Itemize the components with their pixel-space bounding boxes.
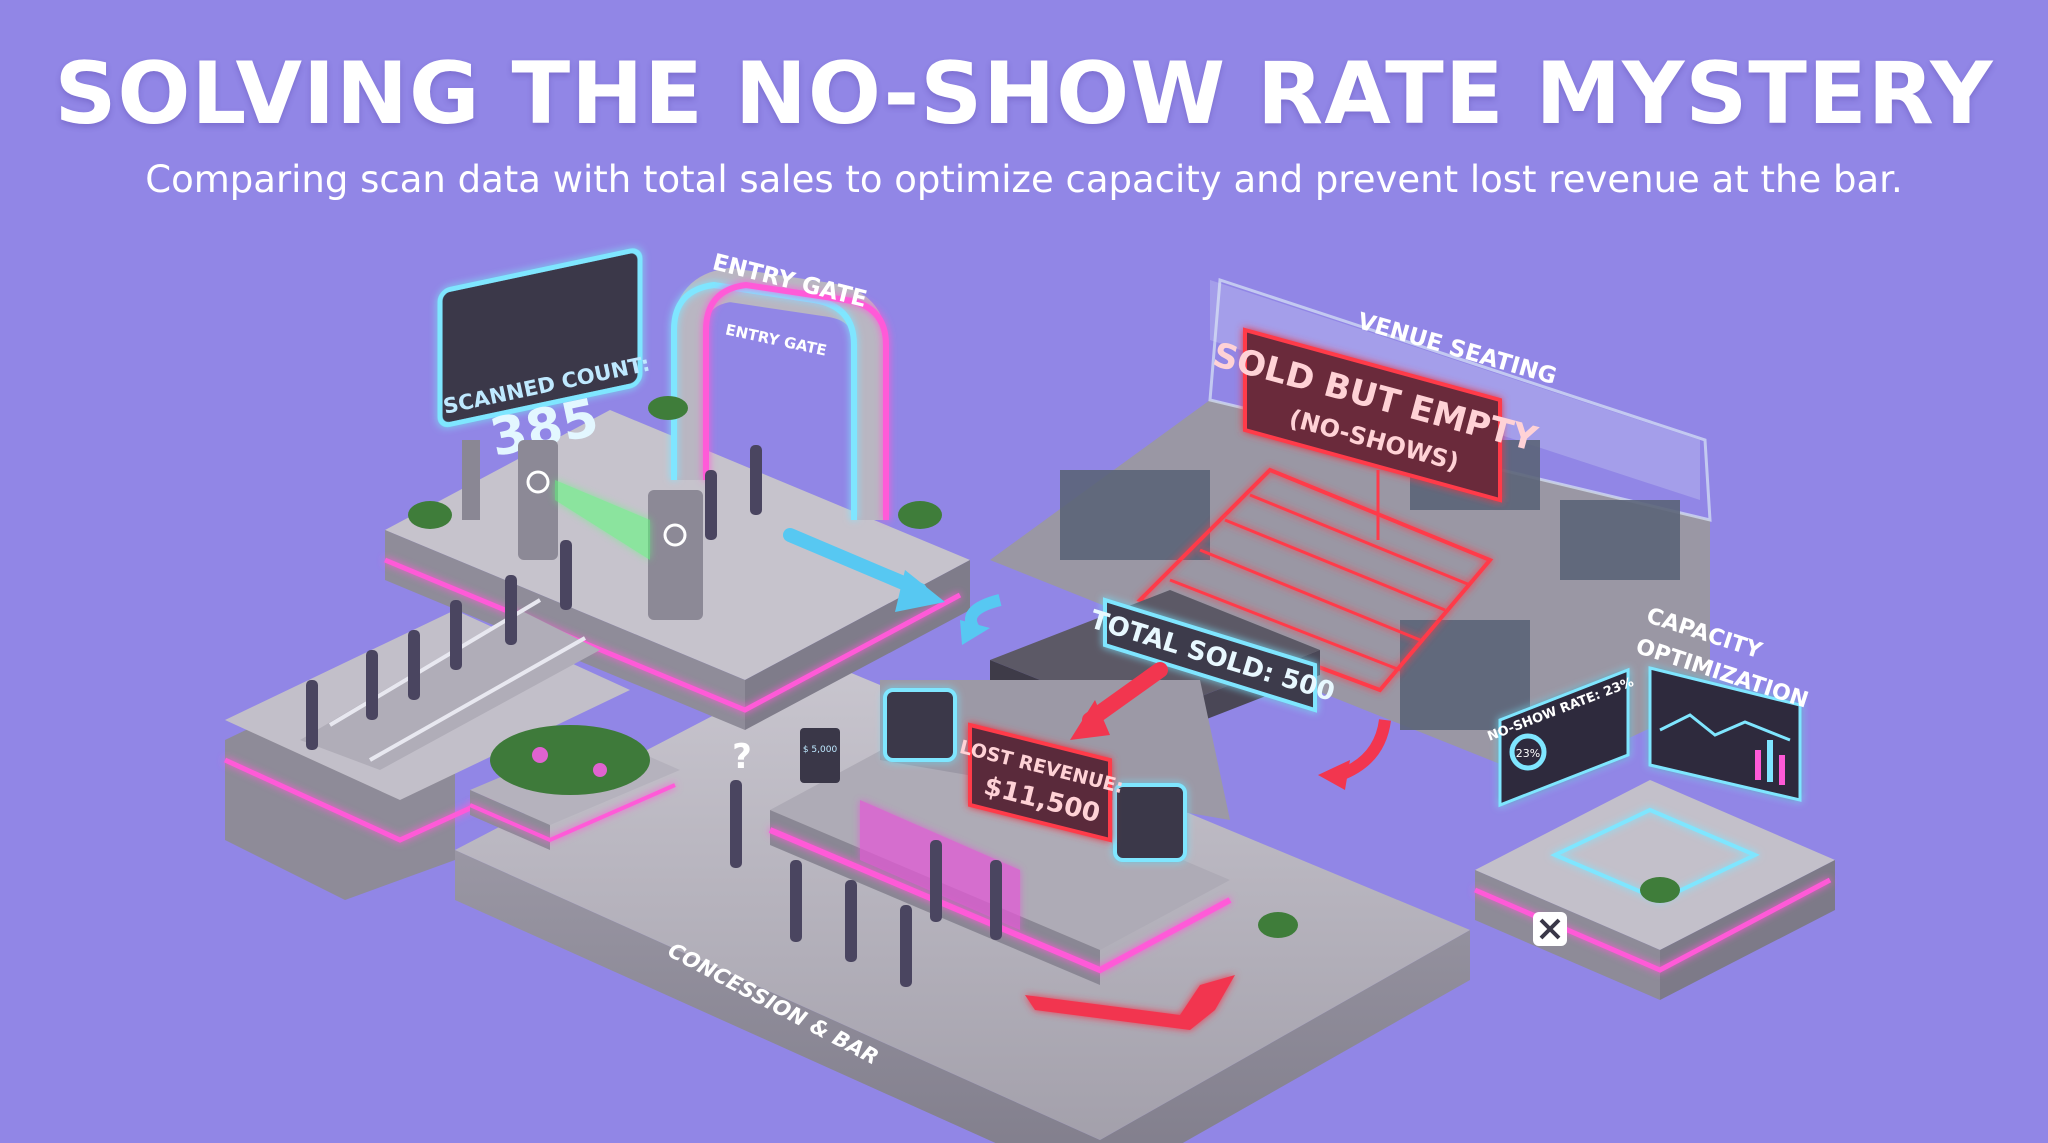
flow-arrow-to-bar [1070, 662, 1168, 740]
entry-crowd [306, 445, 762, 750]
scanned-count-display: SCANNED COUNT: 385 [437, 248, 652, 520]
arch-label: ENTRY GATE [724, 321, 829, 360]
decorative-plants [408, 396, 1680, 938]
flow-arrow-entry [783, 528, 945, 612]
menu-panel-left [883, 688, 957, 762]
no-show-gauge [1509, 733, 1547, 771]
register-screen: $ 5,000 [803, 745, 838, 755]
page-subtitle: Comparing scan data with total sales to … [145, 158, 1903, 201]
scanner-icon [526, 470, 550, 494]
turnstile-scanners [518, 440, 703, 620]
gauge-value: 23% [1516, 747, 1540, 760]
page-title: SOLVING THE NO-SHOW RATE MYSTERY [54, 44, 1994, 144]
planter [469, 725, 680, 850]
confused-question-mark: ? [732, 737, 752, 777]
flow-arrow-seat-exit [1318, 719, 1391, 790]
cash-register [800, 728, 840, 783]
menu-panel-right [1113, 783, 1187, 862]
analytics-dashboard [1648, 666, 1802, 802]
flow-arrow-exit [1025, 975, 1235, 1030]
capacity-platform [1474, 780, 1835, 1000]
flow-arrow-loop [960, 594, 1002, 645]
scanner-icon [663, 523, 687, 547]
concession-crowd [730, 780, 1002, 987]
